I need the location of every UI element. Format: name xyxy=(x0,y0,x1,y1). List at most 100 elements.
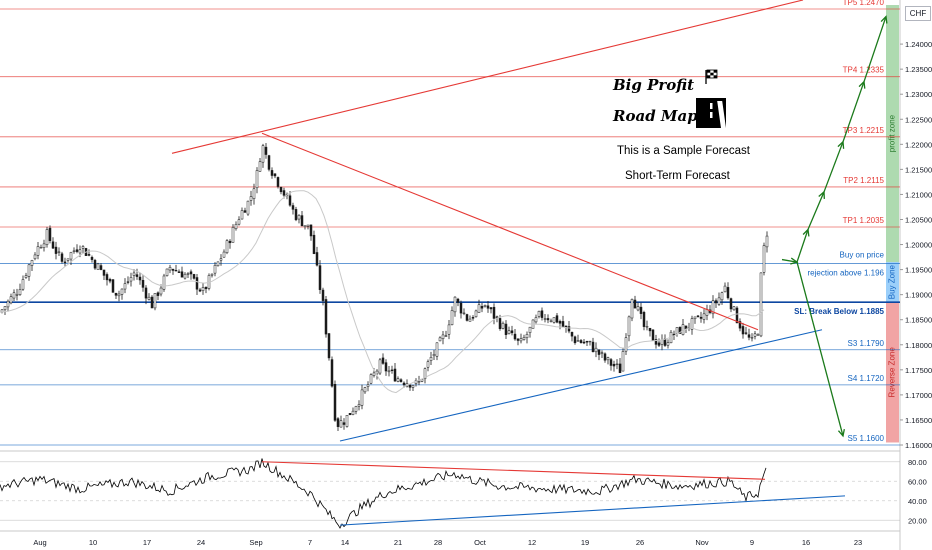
candle xyxy=(516,338,520,341)
candle xyxy=(102,269,106,276)
candle xyxy=(27,264,31,277)
candle xyxy=(171,268,175,271)
candle xyxy=(411,385,415,388)
candle xyxy=(408,384,412,388)
zone-label: Buy Zone xyxy=(888,264,897,299)
candle xyxy=(348,413,352,416)
candle xyxy=(138,276,142,281)
sample-note: This is a Sample Forecast xyxy=(617,145,750,157)
forecast-arrow xyxy=(842,81,865,143)
candle xyxy=(756,334,760,336)
candle xyxy=(318,265,322,290)
candle xyxy=(486,305,490,309)
candle xyxy=(120,288,124,295)
candle xyxy=(723,285,727,293)
candle xyxy=(294,209,298,221)
time-tick-label: 14 xyxy=(341,538,349,547)
candle xyxy=(510,330,514,334)
time-tick-label: 10 xyxy=(89,538,97,547)
candle xyxy=(369,374,373,384)
price-tick-label: 1.19500 xyxy=(905,266,932,275)
candle xyxy=(309,224,313,237)
candle xyxy=(69,252,73,260)
candle xyxy=(639,306,643,314)
candle xyxy=(48,227,52,241)
candle xyxy=(42,243,46,248)
candle xyxy=(555,315,559,323)
candle xyxy=(612,363,616,367)
road-icon xyxy=(696,98,726,128)
candle xyxy=(393,368,397,382)
candle xyxy=(129,277,133,282)
candle xyxy=(306,224,310,227)
price-tick-label: 1.18000 xyxy=(905,341,932,350)
trendline xyxy=(171,0,804,154)
candle xyxy=(711,300,715,315)
candle xyxy=(396,378,400,382)
candle xyxy=(657,342,661,346)
rsi-tick-label: 80.00 xyxy=(908,458,927,467)
candle xyxy=(195,277,199,290)
candle xyxy=(525,334,529,339)
price-tick-label: 1.17000 xyxy=(905,391,932,400)
candle xyxy=(249,196,253,201)
rsi-trendline xyxy=(261,461,766,480)
candle xyxy=(462,312,466,314)
candle xyxy=(342,422,346,425)
forecast-arrow xyxy=(796,229,809,263)
candle xyxy=(633,299,637,309)
candle xyxy=(618,363,622,374)
price-tick-label: 1.22000 xyxy=(905,140,932,149)
candle xyxy=(591,341,595,353)
time-tick-label: 7 xyxy=(308,538,312,547)
candle xyxy=(33,254,37,260)
time-tick-label: Oct xyxy=(474,538,487,547)
candle xyxy=(243,210,247,213)
candle xyxy=(501,322,505,329)
candle xyxy=(198,289,202,292)
candle xyxy=(252,188,256,199)
candle xyxy=(402,382,406,386)
candle xyxy=(459,302,463,314)
forecast-arrow xyxy=(863,16,887,82)
candle xyxy=(375,370,379,375)
candle xyxy=(576,340,580,342)
candle xyxy=(759,272,763,337)
candle xyxy=(327,333,331,359)
candle xyxy=(507,330,511,335)
candle xyxy=(558,321,562,324)
candle xyxy=(540,310,544,318)
candle xyxy=(270,170,274,176)
price-tick-label: 1.22500 xyxy=(905,115,932,124)
zone-band xyxy=(886,262,899,303)
candle xyxy=(483,305,487,307)
candle xyxy=(543,318,547,320)
candle xyxy=(99,265,103,270)
candle xyxy=(15,294,19,296)
currency-badge[interactable]: CHF xyxy=(905,6,931,21)
candle xyxy=(324,299,328,335)
trendline xyxy=(339,329,823,442)
level-label: TP2 1.2115 xyxy=(843,176,884,185)
candle xyxy=(279,186,283,193)
candle xyxy=(372,372,376,376)
candle xyxy=(504,323,508,335)
candle xyxy=(213,265,217,274)
candle xyxy=(93,259,97,269)
candles xyxy=(0,143,769,432)
price-tick-label: 1.16500 xyxy=(905,416,932,425)
candle xyxy=(321,289,325,301)
time-axis: Aug 10 17 24 Sep 7 14 21 28 Oct 12 19 26 Nov 9 16 23 xyxy=(33,538,862,547)
candle xyxy=(423,368,427,379)
stop-loss-label: SL: Break Below 1.1885 xyxy=(794,307,884,316)
candle xyxy=(57,251,61,253)
candle xyxy=(699,316,703,319)
ma-line xyxy=(0,190,765,394)
candle xyxy=(648,327,652,332)
zone-band xyxy=(886,5,899,263)
zone-label: Reverse Zone xyxy=(888,347,897,398)
forecast-arrows xyxy=(781,15,888,438)
candle xyxy=(714,300,718,304)
